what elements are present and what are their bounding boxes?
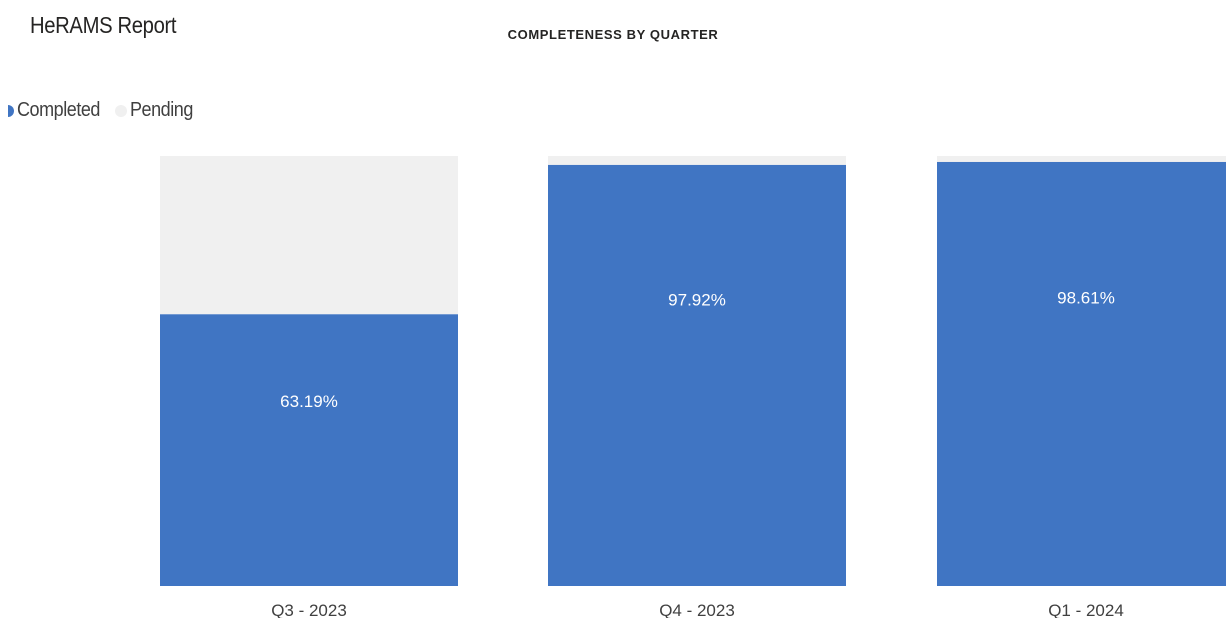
x-tick-label-1: Q3 - 2023 <box>271 601 347 618</box>
chart-title: COMPLETENESS BY QUARTER <box>507 27 719 42</box>
legend-item-completed[interactable]: Completed <box>8 99 109 122</box>
bar-completed-2[interactable] <box>548 164 846 586</box>
pending-swatch-icon <box>115 104 128 117</box>
bar-pending-3[interactable] <box>937 156 1226 162</box>
report-title: HeRAMS Report <box>30 12 177 38</box>
legend-item-pending[interactable]: Pending <box>115 99 200 122</box>
data-label-2: 97.92% <box>668 291 726 310</box>
bar-pending-2[interactable] <box>548 156 846 165</box>
legend-label-completed: Completed <box>17 99 100 121</box>
legend-label-pending: Pending <box>130 99 194 121</box>
x-tick-label-3: Q1 - 2024 <box>1048 601 1124 618</box>
data-label-1: 63.19% <box>280 392 338 411</box>
completed-swatch-icon <box>8 104 14 117</box>
bar-completed-1[interactable] <box>160 314 458 586</box>
bar-completed-3[interactable] <box>937 161 1226 587</box>
chart-legend: Completed Pending <box>8 99 206 122</box>
bar-pending-1[interactable] <box>160 156 458 315</box>
data-label-3: 98.61% <box>1057 289 1115 308</box>
x-tick-label-2: Q4 - 2023 <box>659 601 735 618</box>
